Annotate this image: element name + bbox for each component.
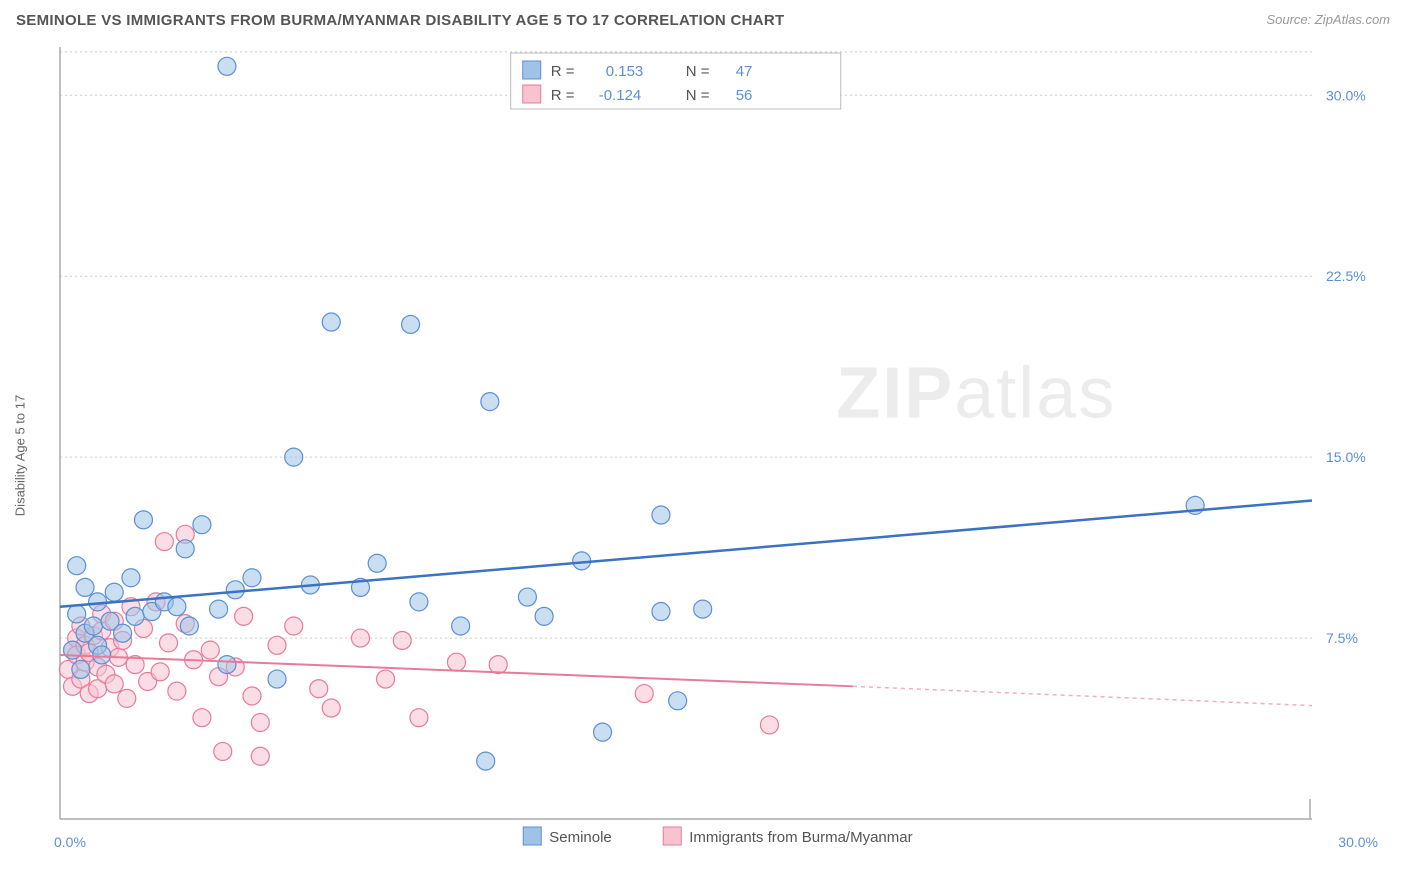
data-point <box>76 578 94 596</box>
data-point <box>535 607 553 625</box>
legend-r-label: R = <box>551 63 575 80</box>
data-point <box>594 723 612 741</box>
data-point <box>669 692 687 710</box>
correlation-scatter-chart: 7.5% 15.0% 22.5% 30.0% 0.0% 30.0% ZIPatlas R = 0… <box>12 33 1394 863</box>
data-point <box>68 605 86 623</box>
legend-swatch-burma <box>523 85 541 103</box>
data-point <box>160 634 178 652</box>
data-point <box>176 540 194 558</box>
data-point <box>193 516 211 534</box>
data-point <box>518 588 536 606</box>
data-point <box>93 646 111 664</box>
data-point <box>68 557 86 575</box>
y-tick-label: 15.0% <box>1326 449 1366 465</box>
series-swatch-burma <box>663 827 681 845</box>
source-attribution: Source: ZipAtlas.com <box>1266 12 1390 27</box>
y-axis-label: Disability Age 5 to 17 <box>13 395 28 516</box>
data-point <box>652 506 670 524</box>
data-point <box>310 680 328 698</box>
data-point <box>134 511 152 529</box>
data-point <box>210 600 228 618</box>
data-point <box>652 603 670 621</box>
data-point <box>635 685 653 703</box>
data-point <box>377 670 395 688</box>
data-point <box>268 670 286 688</box>
data-point <box>368 554 386 572</box>
data-point <box>105 583 123 601</box>
legend-n-value-seminole: 47 <box>736 63 753 80</box>
data-point <box>218 57 236 75</box>
data-point <box>760 716 778 734</box>
x-tick-label: 30.0% <box>1338 834 1378 850</box>
data-point <box>251 714 269 732</box>
data-point <box>410 593 428 611</box>
data-point <box>72 660 90 678</box>
data-point <box>201 641 219 659</box>
data-point <box>447 653 465 671</box>
data-point <box>168 682 186 700</box>
data-point <box>694 600 712 618</box>
data-point <box>243 569 261 587</box>
chart-title: SEMINOLE VS IMMIGRANTS FROM BURMA/MYANMA… <box>16 12 785 29</box>
data-point <box>218 656 236 674</box>
legend-n-value-burma: 56 <box>736 87 753 104</box>
legend-swatch-seminole <box>523 61 541 79</box>
data-point <box>168 598 186 616</box>
data-point <box>214 742 232 760</box>
data-point <box>84 617 102 635</box>
y-tick-label: 30.0% <box>1326 87 1366 103</box>
data-point <box>477 752 495 770</box>
data-point <box>114 624 132 642</box>
legend-r-value-burma: -0.124 <box>599 87 642 104</box>
x-tick-label: 0.0% <box>54 834 86 850</box>
data-point <box>193 709 211 727</box>
data-point <box>452 617 470 635</box>
series-label-burma: Immigrants from Burma/Myanmar <box>689 829 912 846</box>
data-point <box>226 581 244 599</box>
legend-r-value-seminole: 0.153 <box>606 63 644 80</box>
series-label-seminole: Seminole <box>549 829 612 846</box>
svg-text:R =: R = <box>551 87 575 104</box>
data-point <box>410 709 428 727</box>
data-point <box>402 315 420 333</box>
data-point <box>151 663 169 681</box>
series-swatch-seminole <box>523 827 541 845</box>
y-tick-label: 22.5% <box>1326 268 1366 284</box>
legend-n-label: N = <box>686 63 710 80</box>
data-point <box>122 569 140 587</box>
data-point <box>118 689 136 707</box>
y-tick-label: 7.5% <box>1326 630 1358 646</box>
data-point <box>180 617 198 635</box>
data-point <box>105 675 123 693</box>
data-point <box>268 636 286 654</box>
data-point <box>489 656 507 674</box>
data-point <box>351 629 369 647</box>
data-point <box>235 607 253 625</box>
data-point <box>243 687 261 705</box>
data-point <box>126 607 144 625</box>
trend-line-burma-extrapolated <box>853 686 1312 705</box>
data-point <box>322 699 340 717</box>
data-point <box>155 533 173 551</box>
data-point <box>251 747 269 765</box>
data-point <box>481 393 499 411</box>
data-point <box>393 631 411 649</box>
data-point <box>322 313 340 331</box>
watermark: ZIPatlas <box>836 354 1116 434</box>
trend-line-seminole <box>60 501 1312 607</box>
data-point <box>285 448 303 466</box>
svg-text:N =: N = <box>686 87 710 104</box>
data-point <box>285 617 303 635</box>
